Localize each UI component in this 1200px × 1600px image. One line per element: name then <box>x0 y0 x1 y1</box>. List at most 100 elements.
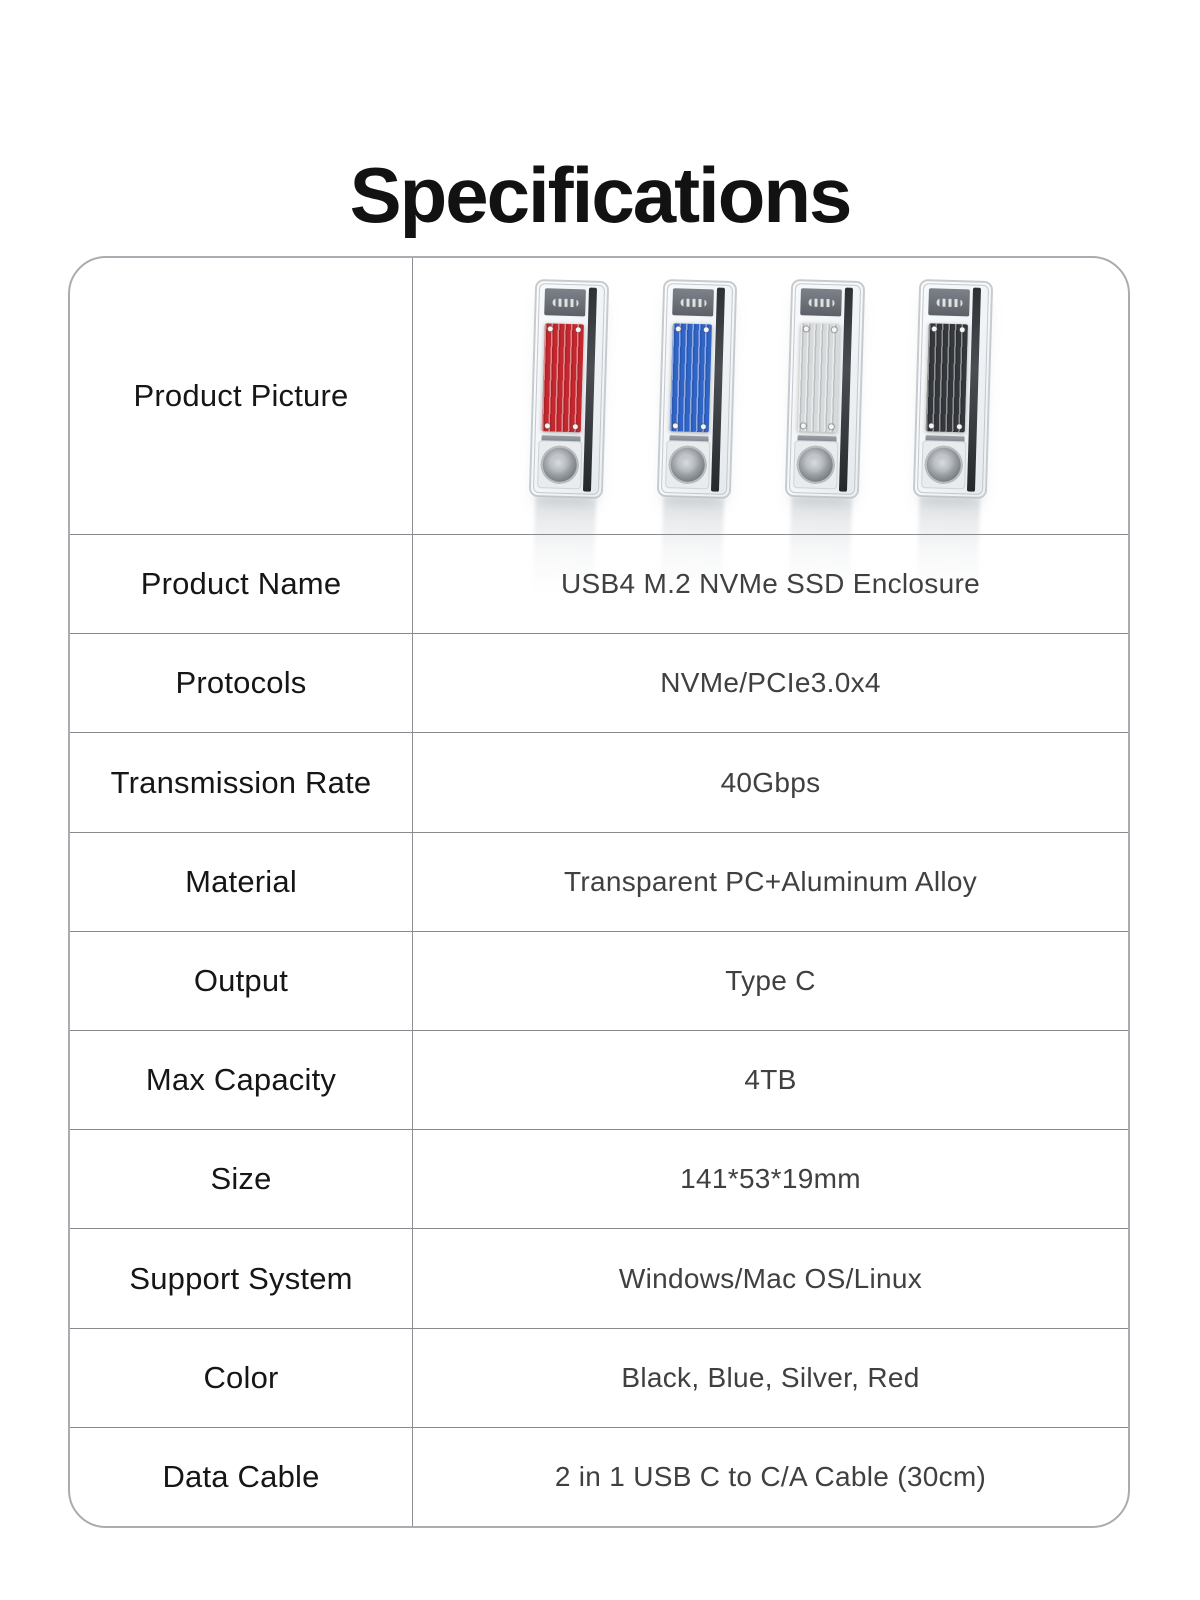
row-value-cell: 40Gbps <box>413 733 1128 831</box>
table-row-data-cable: Data Cable 2 in 1 USB C to C/A Cable (30… <box>70 1426 1128 1526</box>
screw-icon <box>544 423 550 429</box>
row-value-cell: Windows/Mac OS/Linux <box>413 1229 1128 1327</box>
screw-icon <box>828 424 834 430</box>
screw-icon <box>547 326 553 332</box>
row-value-cell: 4TB <box>413 1031 1128 1129</box>
screw-icon <box>700 424 706 430</box>
cooling-fan <box>536 440 582 490</box>
table-row-support-system: Support System Windows/Mac OS/Linux <box>70 1228 1128 1328</box>
row-value-cell: Transparent PC+Aluminum Alloy <box>413 833 1128 931</box>
screw-icon <box>959 327 965 333</box>
product-unit-blue <box>656 278 737 595</box>
row-label: Support System <box>129 1260 353 1296</box>
row-label-cell: Color <box>70 1328 413 1427</box>
row-label-cell: Size <box>70 1130 413 1229</box>
row-label-cell: Protocols <box>70 634 413 733</box>
heatsink-blue <box>669 323 712 433</box>
screw-icon <box>928 423 934 429</box>
row-label: Transmission Rate <box>110 764 372 800</box>
screw-icon <box>575 327 581 333</box>
heatsink-red <box>541 323 584 433</box>
row-label: Max Capacity <box>145 1062 337 1098</box>
fan-hub <box>808 457 823 472</box>
screw-icon <box>675 326 681 332</box>
product-picture-cell <box>413 258 1128 595</box>
row-label-cell: Max Capacity <box>70 1031 413 1130</box>
cooling-fan <box>664 440 710 490</box>
table-row-transmission-rate: Transmission Rate 40Gbps <box>70 732 1128 832</box>
row-label: Data Cable <box>162 1458 320 1494</box>
fan-hub <box>936 457 951 472</box>
spec-table: Product Picture <box>68 256 1130 1528</box>
heatsink-silver <box>797 323 840 433</box>
heatsink-black <box>925 323 968 433</box>
row-label: Protocols <box>175 665 307 701</box>
row-label-cell: Support System <box>70 1229 413 1328</box>
brand-logo-icon <box>551 297 578 307</box>
row-value: 4TB <box>744 1064 797 1096</box>
row-value-cell: Type C <box>413 932 1128 1030</box>
row-label: Material <box>185 863 297 899</box>
row-label-cell: Transmission Rate <box>70 733 413 832</box>
table-row-product-name: Product Name USB4 M.2 NVMe SSD Enclosure <box>70 534 1128 634</box>
table-row-output: Output Type C <box>70 930 1128 1031</box>
fan-blade-icon <box>539 445 579 485</box>
row-value: 141*53*19mm <box>680 1163 861 1195</box>
table-row-color: Color Black, Blue, Silver, Red <box>70 1327 1128 1427</box>
cooling-fan <box>792 440 838 490</box>
fan-blade-icon <box>795 445 835 485</box>
row-label: Color <box>203 1359 279 1395</box>
row-value: 2 in 1 USB C to C/A Cable (30cm) <box>554 1460 987 1492</box>
brand-logo-icon <box>935 297 962 307</box>
row-value: Windows/Mac OS/Linux <box>618 1262 923 1294</box>
product-unit-silver <box>784 278 865 595</box>
screw-icon <box>672 423 678 429</box>
row-label: Output <box>193 962 289 998</box>
screw-icon <box>931 326 937 332</box>
pcb-board <box>671 288 714 317</box>
row-value: Type C <box>725 964 816 996</box>
row-value-cell: Black, Blue, Silver, Red <box>413 1329 1128 1427</box>
pcb-board <box>799 288 842 317</box>
row-value: USB4 M.2 NVMe SSD Enclosure <box>561 568 980 600</box>
product-unit-black <box>912 278 993 595</box>
row-value: Black, Blue, Silver, Red <box>621 1361 920 1393</box>
table-row-material: Material Transparent PC+Aluminum Alloy <box>70 831 1128 931</box>
row-label-cell: Output <box>70 931 413 1031</box>
row-value: 40Gbps <box>720 766 821 798</box>
screw-icon <box>572 424 578 430</box>
cooling-fan <box>920 440 966 490</box>
table-row-protocols: Protocols NVMe/PCIe3.0x4 <box>70 633 1128 733</box>
screw-icon <box>956 424 962 430</box>
row-value-cell: 141*53*19mm <box>413 1130 1128 1228</box>
row-label: Product Name <box>140 566 342 602</box>
pcb-board <box>543 288 586 317</box>
row-label-cell: Product Name <box>70 535 413 634</box>
row-label: Size <box>210 1161 272 1197</box>
screw-icon <box>703 327 709 333</box>
row-value-cell: USB4 M.2 NVMe SSD Enclosure <box>413 535 1128 633</box>
row-value-cell: NVMe/PCIe3.0x4 <box>413 634 1128 732</box>
table-row-product-picture: Product Picture <box>70 258 1128 595</box>
row-label-cell: Data Cable <box>70 1427 413 1526</box>
fan-hub <box>680 457 695 472</box>
screw-icon <box>800 423 806 429</box>
row-label-cell: Material <box>70 832 413 931</box>
brand-logo-icon <box>679 297 706 307</box>
fan-blade-icon <box>667 445 707 485</box>
row-label-cell: Product Picture <box>70 258 413 534</box>
row-value-cell: 2 in 1 USB C to C/A Cable (30cm) <box>413 1428 1128 1526</box>
fan-hub <box>552 457 567 472</box>
fan-blade-icon <box>923 445 963 485</box>
page-title: Specifications <box>349 151 853 240</box>
screw-icon <box>831 327 837 333</box>
table-row-max-capacity: Max Capacity 4TB <box>70 1030 1128 1130</box>
row-value: NVMe/PCIe3.0x4 <box>660 667 881 699</box>
screw-icon <box>803 326 809 332</box>
row-value: Transparent PC+Aluminum Alloy <box>563 865 978 897</box>
pcb-board <box>927 288 970 317</box>
table-row-size: Size 141*53*19mm <box>70 1129 1128 1229</box>
brand-logo-icon <box>807 297 834 307</box>
row-label: Product Picture <box>133 378 349 413</box>
product-unit-red <box>528 278 609 595</box>
